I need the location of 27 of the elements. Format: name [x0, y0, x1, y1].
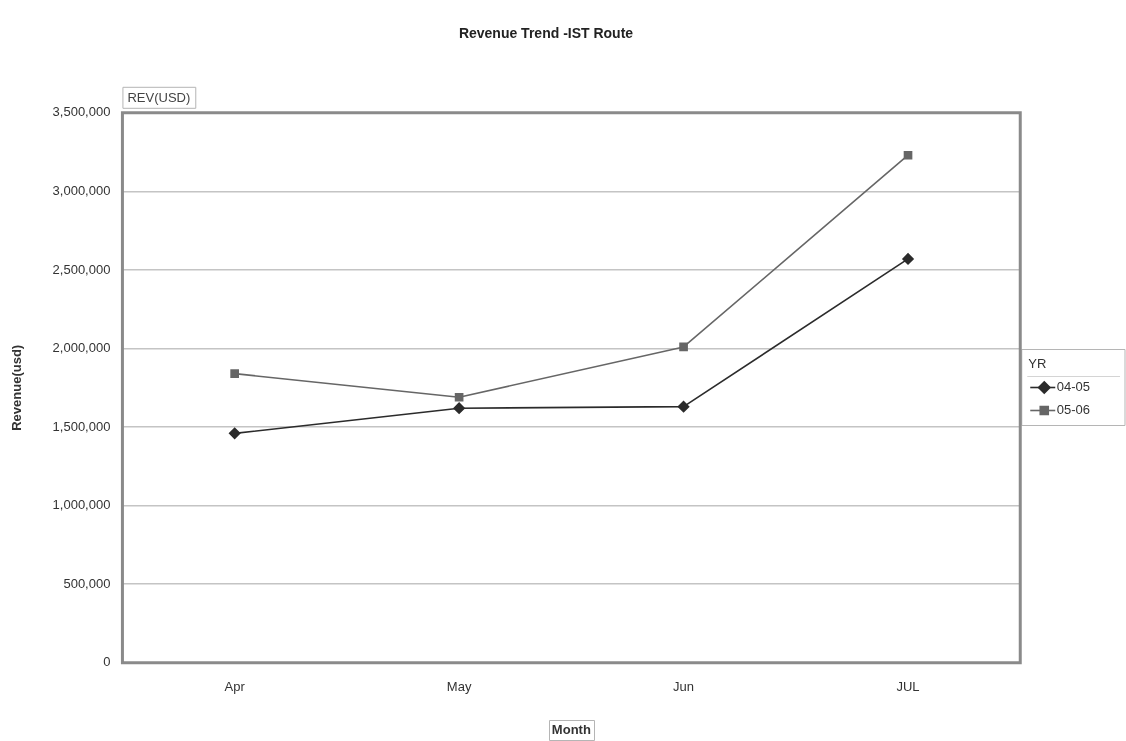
- point: [228, 427, 241, 440]
- x-tick-label: Jun: [673, 679, 695, 695]
- point: [902, 253, 914, 265]
- x-tick-label: May: [446, 679, 472, 695]
- x-tick-label: Apr: [224, 679, 246, 695]
- chart-title: Revenue Trend -IST Route: [458, 25, 634, 42]
- y-tick-label: 3,500,000: [52, 104, 111, 120]
- y-tick-label: 2,000,000: [52, 340, 111, 356]
- legend-title: YR: [1028, 356, 1047, 372]
- x-axis-title: Month: [551, 721, 591, 737]
- legend-label: 05-06: [1056, 402, 1090, 418]
- x-tick-label: JUL: [896, 679, 920, 695]
- point: [903, 150, 913, 160]
- y-tick-label: 1,500,000: [52, 418, 111, 434]
- text: REV(USD): [127, 89, 191, 105]
- y-axis-title: Revenue(usd): [9, 344, 25, 431]
- y-tick-label: 0: [103, 654, 111, 670]
- point: [454, 392, 464, 402]
- y-tick-label: 1,000,000: [52, 497, 111, 513]
- legend-label: 04-05: [1056, 379, 1090, 395]
- y-tick-label: 3,000,000: [52, 182, 111, 198]
- point: [230, 369, 239, 378]
- point: [453, 402, 465, 415]
- point: [679, 342, 688, 352]
- y-tick-label: 500,000: [63, 575, 111, 591]
- y-tick-label: 2,500,000: [52, 261, 111, 277]
- point: [677, 400, 690, 413]
